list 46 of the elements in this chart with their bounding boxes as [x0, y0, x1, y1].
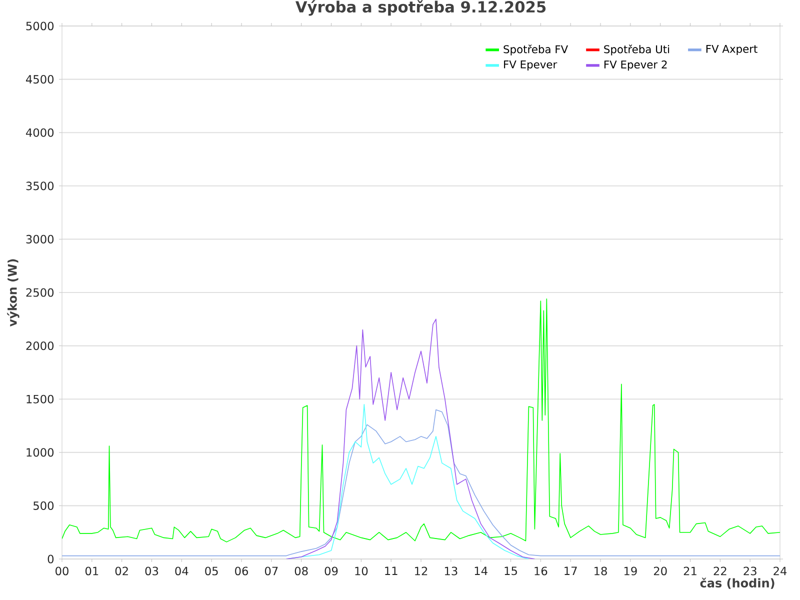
legend-label: FV Axpert — [706, 44, 758, 55]
y-tick-label: 0 — [48, 554, 54, 564]
x-tick-label: 13 — [444, 566, 458, 576]
x-tick-label: 16 — [534, 566, 548, 576]
x-tick-label: 22 — [714, 566, 726, 576]
y-tick-label: 1000 — [26, 448, 54, 457]
y-tick-label: 3500 — [26, 182, 54, 190]
x-tick-label: 17 — [564, 566, 577, 575]
x-tick-label: 23 — [744, 566, 756, 576]
x-tick-label: 04 — [175, 566, 188, 576]
y-tick-label: 2500 — [26, 288, 54, 297]
y-tick-label: 500 — [34, 501, 54, 510]
x-tick-label: 03 — [145, 566, 158, 576]
legend-label: Spotřeba FV — [504, 44, 568, 56]
y-axis-title: výkon (W) — [7, 259, 20, 327]
x-axis-title: čas (hodin) — [700, 578, 774, 589]
x-tick-label: 19 — [624, 566, 637, 576]
y-tick-label: 2000 — [26, 342, 54, 350]
y-tick-label: 3000 — [26, 234, 54, 244]
x-tick-label: 18 — [594, 566, 607, 576]
y-tick-label: 1500 — [26, 394, 54, 404]
chart-title: Výroba a spotřeba 9.12.2025 — [295, 0, 546, 16]
line-series — [62, 409, 780, 556]
y-tick-label: 5000 — [26, 22, 54, 30]
x-tick-label: 06 — [235, 566, 248, 576]
y-tick-label: 4000 — [26, 128, 54, 137]
x-tick-label: 21 — [684, 566, 696, 576]
x-tick-label: 24 — [774, 566, 787, 576]
x-tick-label: 11 — [385, 566, 398, 575]
x-tick-label: 20 — [654, 566, 667, 576]
y-tick-label: 4500 — [26, 75, 54, 84]
legend-label: Spotřeba Uti — [604, 44, 670, 56]
x-tick-label: 05 — [205, 566, 218, 576]
x-tick-label: 12 — [415, 566, 428, 576]
x-tick-label: 09 — [324, 566, 338, 576]
legend-label: FV Epever 2 — [604, 60, 667, 71]
x-tick-label: 01 — [85, 566, 98, 576]
line-series — [286, 318, 536, 560]
x-tick-label: 15 — [504, 566, 517, 576]
x-tick-label: 07 — [264, 566, 278, 576]
x-tick-label: 10 — [355, 566, 368, 576]
x-tick-label: 00 — [56, 566, 68, 576]
x-tick-label: 02 — [115, 566, 128, 576]
x-tick-label: 08 — [294, 566, 308, 576]
legend-label: FV Epever — [504, 60, 558, 71]
x-tick-label: 14 — [474, 566, 488, 575]
